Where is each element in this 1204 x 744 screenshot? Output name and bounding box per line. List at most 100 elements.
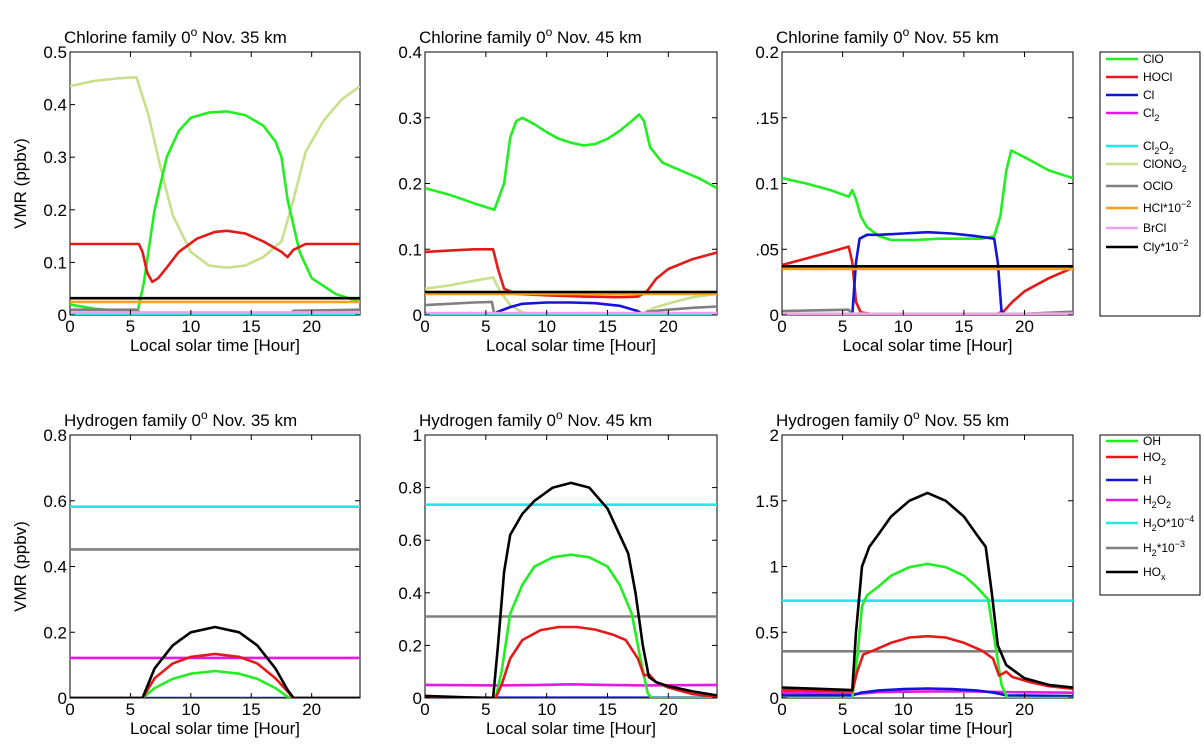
series-line-HOCl bbox=[425, 248, 717, 299]
series-line-ClO bbox=[782, 149, 1073, 242]
x-tick-label: 5 bbox=[838, 700, 847, 719]
series-line-HOCl bbox=[70, 229, 360, 284]
x-tick-label: 5 bbox=[126, 317, 135, 336]
x-axis-label: Local solar time [Hour] bbox=[130, 336, 300, 355]
x-tick-label: 10 bbox=[537, 700, 556, 719]
y-tick-label: 2 bbox=[770, 426, 779, 445]
x-tick-label: 20 bbox=[302, 700, 321, 719]
y-tick-label: 0.3 bbox=[398, 109, 422, 128]
x-tick-label: 0 bbox=[420, 700, 429, 719]
plot-frame bbox=[781, 434, 1074, 699]
x-tick-label: 20 bbox=[1015, 317, 1034, 336]
y-tick-label: 0.2 bbox=[43, 201, 67, 220]
legend-frame bbox=[1099, 434, 1201, 596]
series-line-HOx bbox=[70, 625, 360, 698]
x-tick-label: 15 bbox=[598, 700, 617, 719]
x-axis-label: Local solar time [Hour] bbox=[130, 719, 300, 738]
panel-title: Chlorine family 0o Nov. 45 km bbox=[419, 25, 642, 47]
y-tick-label: 0.4 bbox=[398, 584, 422, 603]
x-tick-label: 15 bbox=[598, 317, 617, 336]
legend-label-BrCl: BrCl bbox=[1143, 221, 1166, 235]
panel-title: Hydrogen family 0o Nov. 55 km bbox=[776, 408, 1009, 430]
y-tick-label: 1 bbox=[413, 426, 422, 445]
y-tick-label: 1 bbox=[770, 558, 779, 577]
series-line-HO2 bbox=[782, 634, 1073, 693]
y-tick-label: 0.3 bbox=[43, 148, 67, 167]
y-tick-label: 0.5 bbox=[755, 623, 779, 642]
y-tick-label: 0.8 bbox=[398, 479, 422, 498]
x-tick-label: 15 bbox=[954, 317, 973, 336]
x-tick-label: 10 bbox=[894, 700, 913, 719]
x-tick-label: 5 bbox=[126, 700, 135, 719]
x-tick-label: 5 bbox=[838, 317, 847, 336]
x-tick-label: 5 bbox=[481, 317, 490, 336]
x-axis-label: Local solar time [Hour] bbox=[486, 719, 656, 738]
x-tick-label: 5 bbox=[481, 700, 490, 719]
x-tick-label: 10 bbox=[181, 700, 200, 719]
x-axis-label: Local solar time [Hour] bbox=[842, 719, 1012, 738]
y-tick-label: 0 bbox=[770, 689, 779, 708]
series-group bbox=[425, 481, 717, 698]
y-tick-label: 1.5 bbox=[755, 492, 779, 511]
series-line-ClONO2 bbox=[70, 75, 360, 270]
series-group bbox=[782, 491, 1073, 698]
series-line-OH bbox=[70, 669, 360, 698]
x-tick-label: 20 bbox=[302, 317, 321, 336]
x-tick-label: 0 bbox=[65, 700, 74, 719]
x-tick-label: 10 bbox=[181, 317, 200, 336]
legend-label-H2O2: H2O2 bbox=[1143, 493, 1171, 510]
x-axis-label: Local solar time [Hour] bbox=[842, 336, 1012, 355]
x-tick-label: 10 bbox=[894, 317, 913, 336]
legend-label-Cl: Cl bbox=[1143, 88, 1154, 102]
panel-title: Hydrogen family 0o Nov. 45 km bbox=[419, 408, 652, 430]
plot-frame bbox=[69, 51, 361, 316]
y-tick-label: 0.4 bbox=[398, 43, 422, 62]
legend-label-OClO: OClO bbox=[1143, 179, 1173, 193]
plot-frame bbox=[781, 51, 1074, 316]
y-tick-label: 0.8 bbox=[43, 426, 67, 445]
x-tick-label: 0 bbox=[420, 317, 429, 336]
legend-hydrogen: OH HO2 H H2O2 H2O*10−4 H2*10−3 HOx bbox=[1099, 434, 1201, 596]
x-tick-label: 15 bbox=[242, 317, 261, 336]
series-line-H2O2 bbox=[425, 682, 717, 687]
legend-label-H: H bbox=[1143, 473, 1152, 487]
y-tick-label: 0.1 bbox=[398, 240, 422, 259]
y-axis-label: VMR (ppbv) bbox=[11, 521, 30, 612]
y-tick-label: .15 bbox=[755, 109, 779, 128]
y-tick-label: 0.2 bbox=[398, 636, 422, 655]
x-tick-label: 10 bbox=[537, 317, 556, 336]
series-line-OClO bbox=[70, 308, 360, 315]
x-tick-label: 0 bbox=[777, 317, 786, 336]
legend-label-OH: OH bbox=[1143, 434, 1161, 448]
series-group bbox=[70, 505, 360, 698]
series-line-OH bbox=[782, 562, 1073, 698]
plot-frame bbox=[424, 51, 718, 316]
x-tick-label: 20 bbox=[659, 317, 678, 336]
y-tick-label: 0.2 bbox=[43, 623, 67, 642]
series-line-HOx bbox=[425, 481, 717, 698]
y-tick-label: 0.2 bbox=[398, 175, 422, 194]
legend-label-H2O*10^-4: H2O*10−4 bbox=[1143, 514, 1194, 533]
y-tick-label: 0 bbox=[770, 306, 779, 325]
legend-label-Cly*10^-2: Cly*10−2 bbox=[1143, 238, 1189, 254]
y-tick-label: 0 bbox=[58, 306, 67, 325]
panel-title: Chlorine family 0o Nov. 35 km bbox=[64, 25, 287, 47]
panel-title: Chlorine family 0o Nov. 55 km bbox=[776, 25, 999, 47]
plot-frame bbox=[424, 434, 718, 699]
legend-label-HOx: HOx bbox=[1143, 565, 1166, 582]
x-tick-label: 0 bbox=[777, 700, 786, 719]
legend-label-ClONO2: ClONO2 bbox=[1143, 157, 1187, 174]
series-line-H bbox=[782, 687, 1073, 698]
legend-label-H2*10^-3: H2*10−3 bbox=[1143, 539, 1185, 558]
x-axis-label: Local solar time [Hour] bbox=[486, 336, 656, 355]
series-line-ClO bbox=[425, 113, 717, 212]
x-tick-label: 20 bbox=[659, 700, 678, 719]
